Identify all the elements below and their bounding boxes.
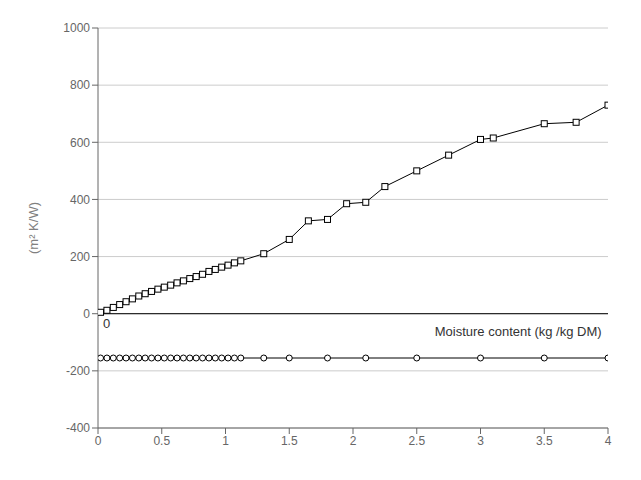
svg-text:-200: -200 [66, 364, 90, 378]
svg-text:3.5: 3.5 [536, 434, 553, 448]
svg-text:600: 600 [70, 136, 90, 150]
svg-text:2: 2 [350, 434, 357, 448]
svg-text:4: 4 [605, 434, 612, 448]
svg-text:-400: -400 [66, 421, 90, 435]
svg-text:200: 200 [70, 250, 90, 264]
svg-text:800: 800 [70, 78, 90, 92]
svg-text:0: 0 [83, 307, 90, 321]
svg-text:2.5: 2.5 [408, 434, 425, 448]
svg-text:0: 0 [95, 434, 102, 448]
svg-text:0: 0 [103, 316, 110, 331]
svg-text:1.5: 1.5 [281, 434, 298, 448]
svg-text:1000: 1000 [63, 21, 90, 35]
svg-text:3: 3 [477, 434, 484, 448]
svg-text:Moisture content (kg /kg DM): Moisture content (kg /kg DM) [435, 324, 602, 339]
svg-text:(m² K/W): (m² K/W) [26, 202, 41, 254]
svg-text:400: 400 [70, 193, 90, 207]
svg-text:0.5: 0.5 [153, 434, 170, 448]
svg-text:1: 1 [222, 434, 229, 448]
